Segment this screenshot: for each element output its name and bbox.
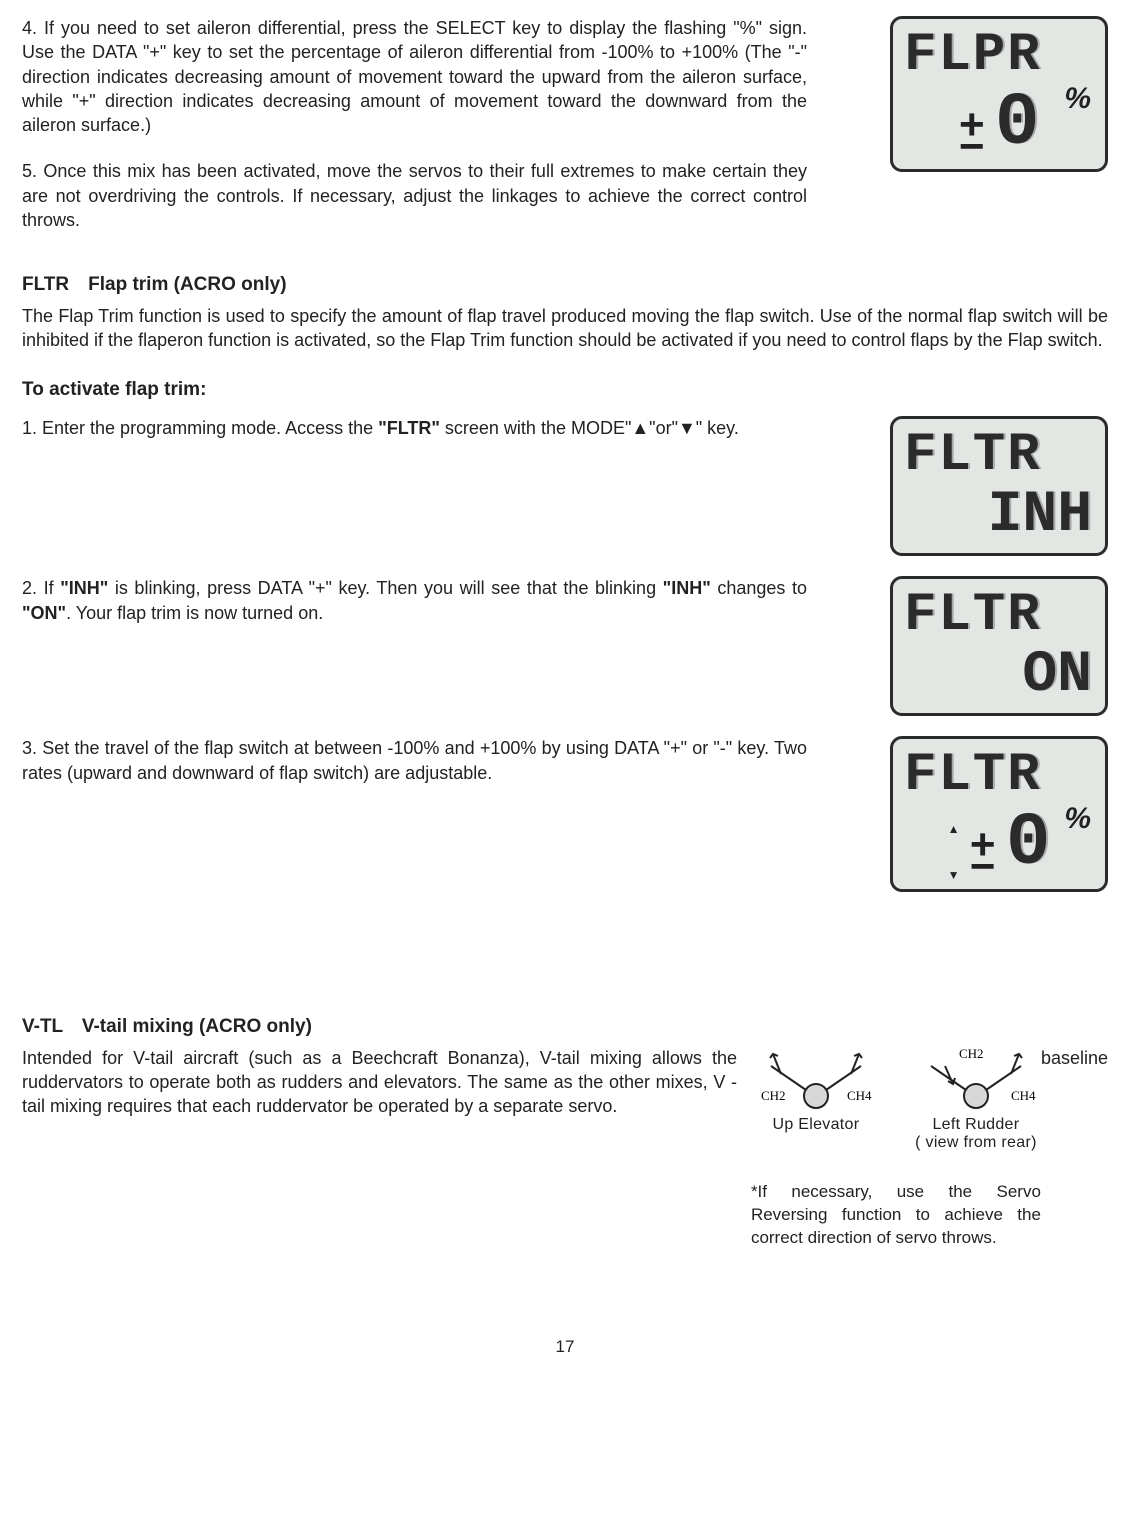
activate-heading: To activate flap trim: xyxy=(22,377,1108,403)
svg-text:CH4: CH4 xyxy=(1011,1088,1036,1103)
svg-text:CH2: CH2 xyxy=(959,1046,984,1061)
lcd-flpr: FLPR % +− 0 xyxy=(890,16,1108,172)
fltr-heading: FLTR Flap trim (ACRO only) xyxy=(22,272,1108,298)
fltr-intro: The Flap Trim function is used to specif… xyxy=(22,304,1108,353)
lcd-fltr-inh-word: INH xyxy=(896,487,1102,545)
vtail-up-elevator-icon: CH2 CH4 xyxy=(751,1046,881,1116)
vtail-diagram: CH2 CH4 Up Elevator CH2 CH4 xyxy=(751,1046,1041,1153)
lcd-fltr-val-label: FLTR xyxy=(898,749,1100,803)
lcd-fltr-inh: FLTR INH xyxy=(890,416,1108,556)
plus-minus-icon: +− xyxy=(959,117,985,161)
flpr-step5: 5. Once this mix has been activated, mov… xyxy=(22,159,807,232)
fltr-step1: 1. Enter the programming mode. Access th… xyxy=(22,416,807,440)
vtail-left-rudder-icon: CH2 CH4 xyxy=(911,1046,1041,1116)
flpr-step4: 4. If you need to set aileron differenti… xyxy=(22,16,807,137)
percent-icon: % xyxy=(1064,79,1091,120)
percent-icon: % xyxy=(1064,799,1091,840)
vtl-intro: Intended for V-tail aircraft (such as a … xyxy=(22,1046,737,1119)
svg-text:CH4: CH4 xyxy=(847,1088,872,1103)
lcd-flpr-label: FLPR xyxy=(898,29,1100,83)
lcd-fltr-on-label: FLTR xyxy=(898,589,1100,643)
lcd-fltr-val-value: 0 xyxy=(1006,807,1050,881)
svg-text:CH2: CH2 xyxy=(761,1088,786,1103)
vtl-note: *If necessary, use the Servo Reversing f… xyxy=(751,1181,1041,1250)
lcd-fltr-on-word: ON xyxy=(896,647,1102,705)
vtail-caption-up: Up Elevator xyxy=(772,1116,859,1134)
vtail-caption-left2: ( view from rear) xyxy=(915,1134,1037,1152)
vtl-heading: V-TL V-tail mixing (ACRO only) xyxy=(22,1014,1108,1040)
lcd-fltr-val: FLTR % ▲▼ +− 0 xyxy=(890,736,1108,892)
fltr-step3: 3. Set the travel of the flap switch at … xyxy=(22,736,807,785)
arrow-indicator: ▲▼ xyxy=(948,819,960,881)
lcd-fltr-inh-label: FLTR xyxy=(898,429,1100,483)
fltr-step2: 2. If "INH" is blinking, press DATA "+" … xyxy=(22,576,807,625)
lcd-fltr-on: FLTR ON xyxy=(890,576,1108,716)
page-number: 17 xyxy=(22,1336,1108,1359)
lcd-flpr-value: 0 xyxy=(995,87,1039,161)
plus-minus-icon: +− xyxy=(970,837,996,881)
vtail-caption-left1: Left Rudder xyxy=(932,1116,1019,1134)
